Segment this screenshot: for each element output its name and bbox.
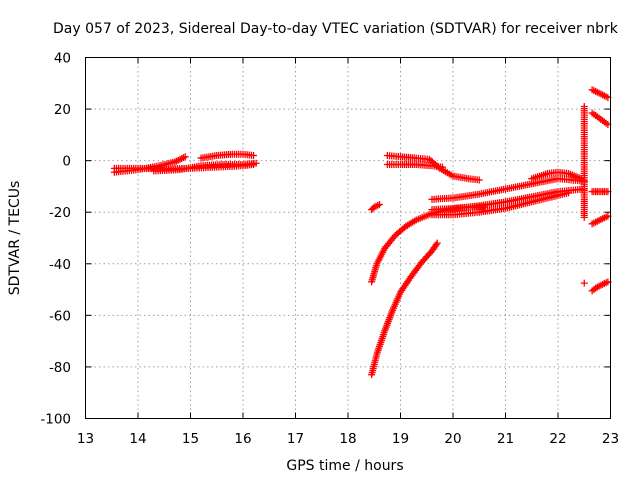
x-tick-label: 20 — [444, 431, 461, 447]
data-point — [481, 203, 488, 211]
series-arc-d2 — [528, 168, 586, 183]
x-axis-title: GPS time / hours — [286, 458, 403, 474]
y-tick-label: 0 — [62, 154, 71, 170]
y-tick-label: -80 — [49, 360, 71, 376]
series-arc-b1 — [368, 200, 383, 214]
series-arc-b2 — [368, 185, 588, 286]
y-axis-title: SDTVAR / TECUs — [7, 181, 23, 296]
data-points — [110, 86, 612, 379]
chart-title: Day 057 of 2023, Sidereal Day-to-day VTE… — [53, 21, 619, 37]
series-arc-e1 — [580, 102, 588, 221]
series-arc-a4 — [197, 150, 257, 162]
y-tick-label: 40 — [54, 51, 71, 67]
x-tick-label: 21 — [497, 431, 514, 447]
x-tick-label: 22 — [549, 431, 566, 447]
x-tick-label: 14 — [129, 431, 146, 447]
y-tick-label: 20 — [54, 102, 71, 118]
data-point — [439, 163, 446, 171]
series-arc-f1 — [588, 86, 612, 101]
x-tick-label: 13 — [77, 431, 94, 447]
series-arc-c2 — [383, 161, 446, 171]
series-arc-f2 — [588, 109, 612, 129]
series-arc-f4 — [588, 212, 612, 228]
y-tick-label: -20 — [49, 205, 71, 221]
series-arc-b3 — [368, 239, 441, 379]
data-point — [475, 176, 483, 184]
data-point — [252, 159, 260, 167]
series-arc-f5 — [588, 278, 612, 295]
series-arc-d3 — [428, 189, 572, 219]
data-point — [580, 279, 588, 287]
y-tick-label: -100 — [40, 412, 71, 428]
data-point — [181, 153, 189, 161]
x-tick-label: 19 — [392, 431, 409, 447]
data-point — [432, 241, 440, 249]
x-tick-label: 17 — [287, 431, 304, 447]
x-tick-label: 23 — [602, 431, 619, 447]
y-tick-label: -60 — [49, 308, 71, 324]
data-point — [433, 239, 441, 247]
grid-lines — [85, 57, 611, 419]
series-arc-a1 — [110, 153, 189, 176]
data-point — [565, 189, 572, 197]
plot-frame — [85, 57, 611, 419]
series-arc-f3 — [588, 188, 612, 196]
y-tick-label: -40 — [49, 257, 71, 273]
x-tick-labels: 13 14 15 16 17 18 19 20 21 22 23 — [77, 431, 619, 447]
data-point — [250, 151, 257, 159]
x-tick-label: 18 — [339, 431, 356, 447]
y-tick-labels: 40 20 0 -20 -40 -60 -80 -100 — [40, 51, 71, 428]
data-point — [376, 200, 383, 208]
series-arc-d4 — [428, 203, 488, 214]
series-arc-e2 — [580, 279, 588, 287]
data-point — [580, 213, 588, 221]
x-tick-label: 15 — [182, 431, 199, 447]
series-arc-a3 — [150, 159, 260, 175]
x-tick-label: 16 — [234, 431, 251, 447]
